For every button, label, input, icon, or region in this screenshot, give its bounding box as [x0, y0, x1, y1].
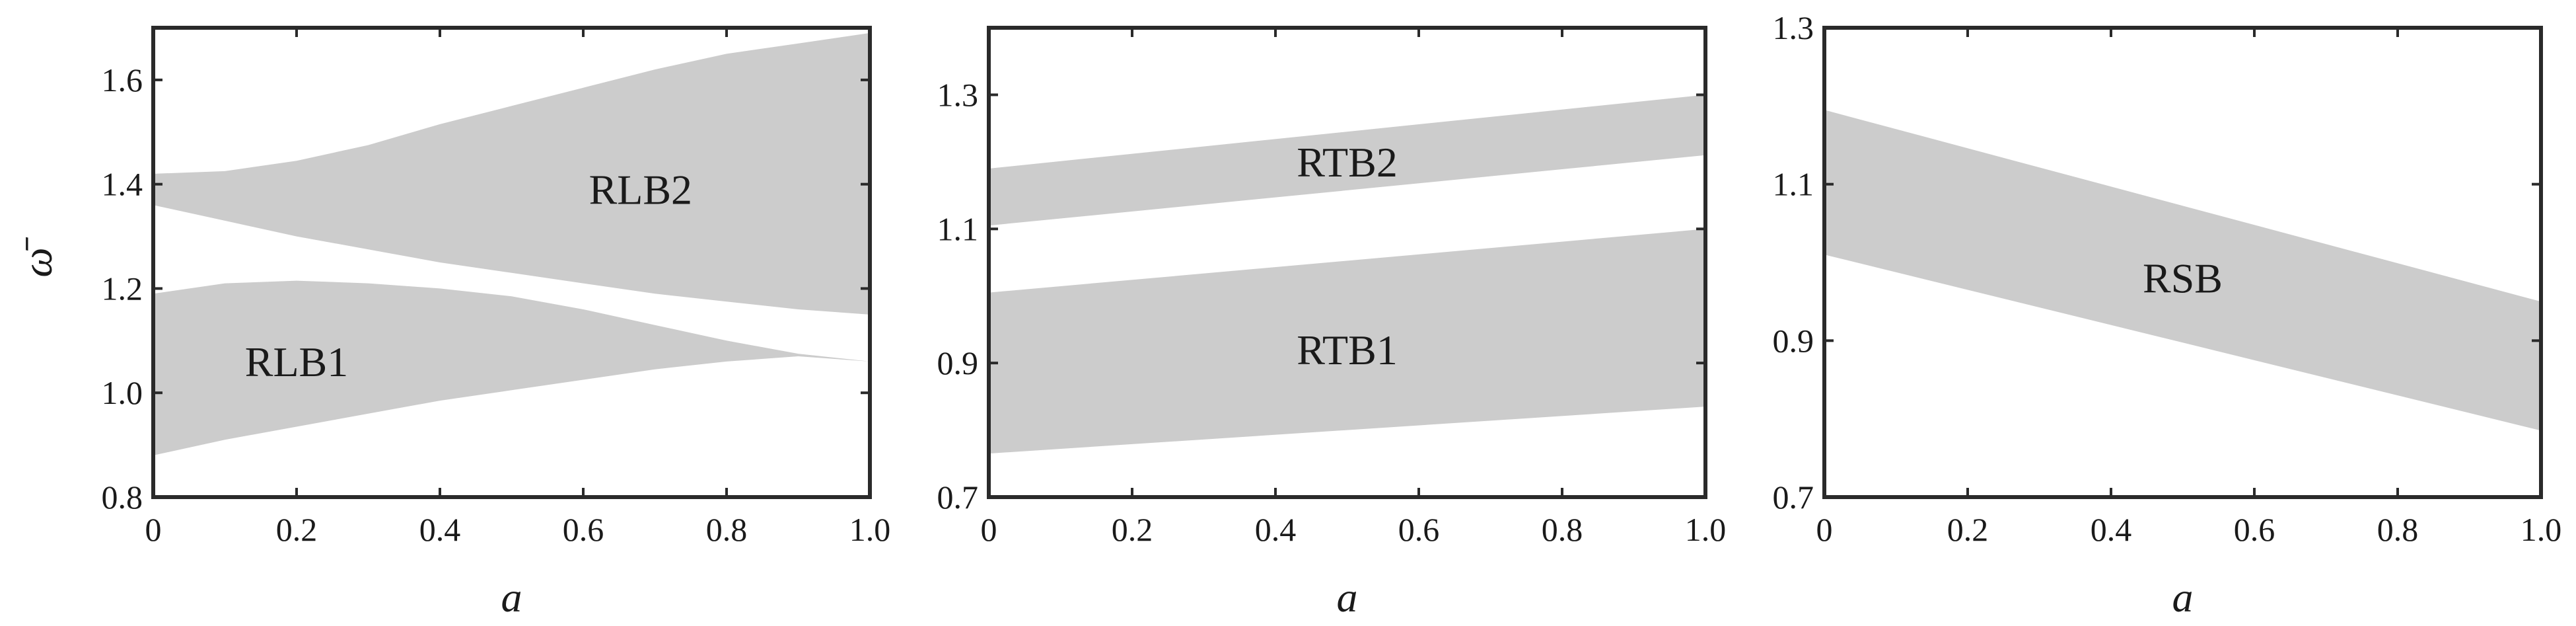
band-label-rsb: RSB	[2143, 255, 2223, 302]
y-tick-label: 1.0	[102, 374, 143, 411]
x-tick-label: 0.8	[2377, 511, 2419, 548]
y-axis-label: ω̄	[14, 237, 61, 277]
band-rlb1	[153, 280, 870, 455]
band-rlb2	[153, 32, 870, 315]
x-tick-label: 0.6	[2234, 511, 2275, 548]
x-tick-label: 1.0	[2521, 511, 2562, 548]
band-rsb	[1824, 110, 2541, 431]
y-tick-label: 0.9	[1773, 322, 1814, 359]
x-axis-label: a	[1337, 574, 1358, 621]
y-tick-label: 0.7	[1773, 479, 1814, 516]
x-tick-label: 0.6	[1398, 511, 1440, 548]
plot-frame	[1822, 26, 2543, 499]
plot-frame	[151, 26, 872, 499]
y-tick-label: 1.1	[1773, 166, 1814, 203]
band-label-rlb2: RLB2	[589, 167, 692, 214]
panel-middle: 0 0.2 0.4 0.6 0.8 1.0 0.7 0.9 1.1 1.3 a RTB1 RTB2	[937, 26, 1727, 621]
x-tick-label: 0.2	[1112, 511, 1153, 548]
x-tick-label: 0.8	[706, 511, 748, 548]
plot-frame	[987, 26, 1707, 499]
x-tick-label: 0	[145, 511, 162, 548]
y-tick-label: 1.1	[937, 210, 979, 247]
x-axis-label: a	[2172, 574, 2194, 621]
panel-right: 0 0.2 0.4 0.6 0.8 1.0 0.7 0.9 1.1 1.3 a RSB	[1773, 9, 2562, 621]
x-tick-label: 0.2	[276, 511, 318, 548]
x-tick-label: 1.0	[849, 511, 891, 548]
x-tick-label: 0.6	[563, 511, 604, 548]
band-rtb1	[989, 229, 1705, 454]
y-tick-label: 1.3	[937, 76, 979, 113]
x-tick-label: 0.4	[2091, 511, 2132, 548]
band-label-rtb1: RTB1	[1297, 327, 1398, 373]
x-tick-label: 0.4	[419, 511, 461, 548]
band-label-rtb2: RTB2	[1297, 139, 1398, 186]
y-tick-label: 1.6	[102, 61, 143, 98]
x-tick-label: 0	[1816, 511, 1833, 548]
y-tick-label: 0.7	[937, 479, 979, 516]
panel-left: 0 0.2 0.4 0.6 0.8 1.0 0.8 1.0 1.2 1.4 1.6 a ω̄ RLB1 RL…	[14, 26, 891, 621]
y-tick-label: 1.4	[102, 166, 143, 203]
x-tick-label: 0	[981, 511, 997, 548]
x-tick-label: 0.4	[1255, 511, 1297, 548]
x-tick-label: 1.0	[1685, 511, 1727, 548]
y-tick-label: 0.8	[102, 479, 143, 516]
x-axis-label: a	[501, 574, 522, 621]
band-label-rlb1: RLB1	[245, 338, 348, 385]
x-tick-label: 0.8	[1542, 511, 1583, 548]
x-tick-label: 0.2	[1947, 511, 1989, 548]
y-tick-label: 1.2	[102, 270, 143, 307]
y-tick-label: 1.3	[1773, 9, 1814, 46]
y-tick-label: 0.9	[937, 344, 979, 381]
band-rtb2	[989, 95, 1705, 226]
